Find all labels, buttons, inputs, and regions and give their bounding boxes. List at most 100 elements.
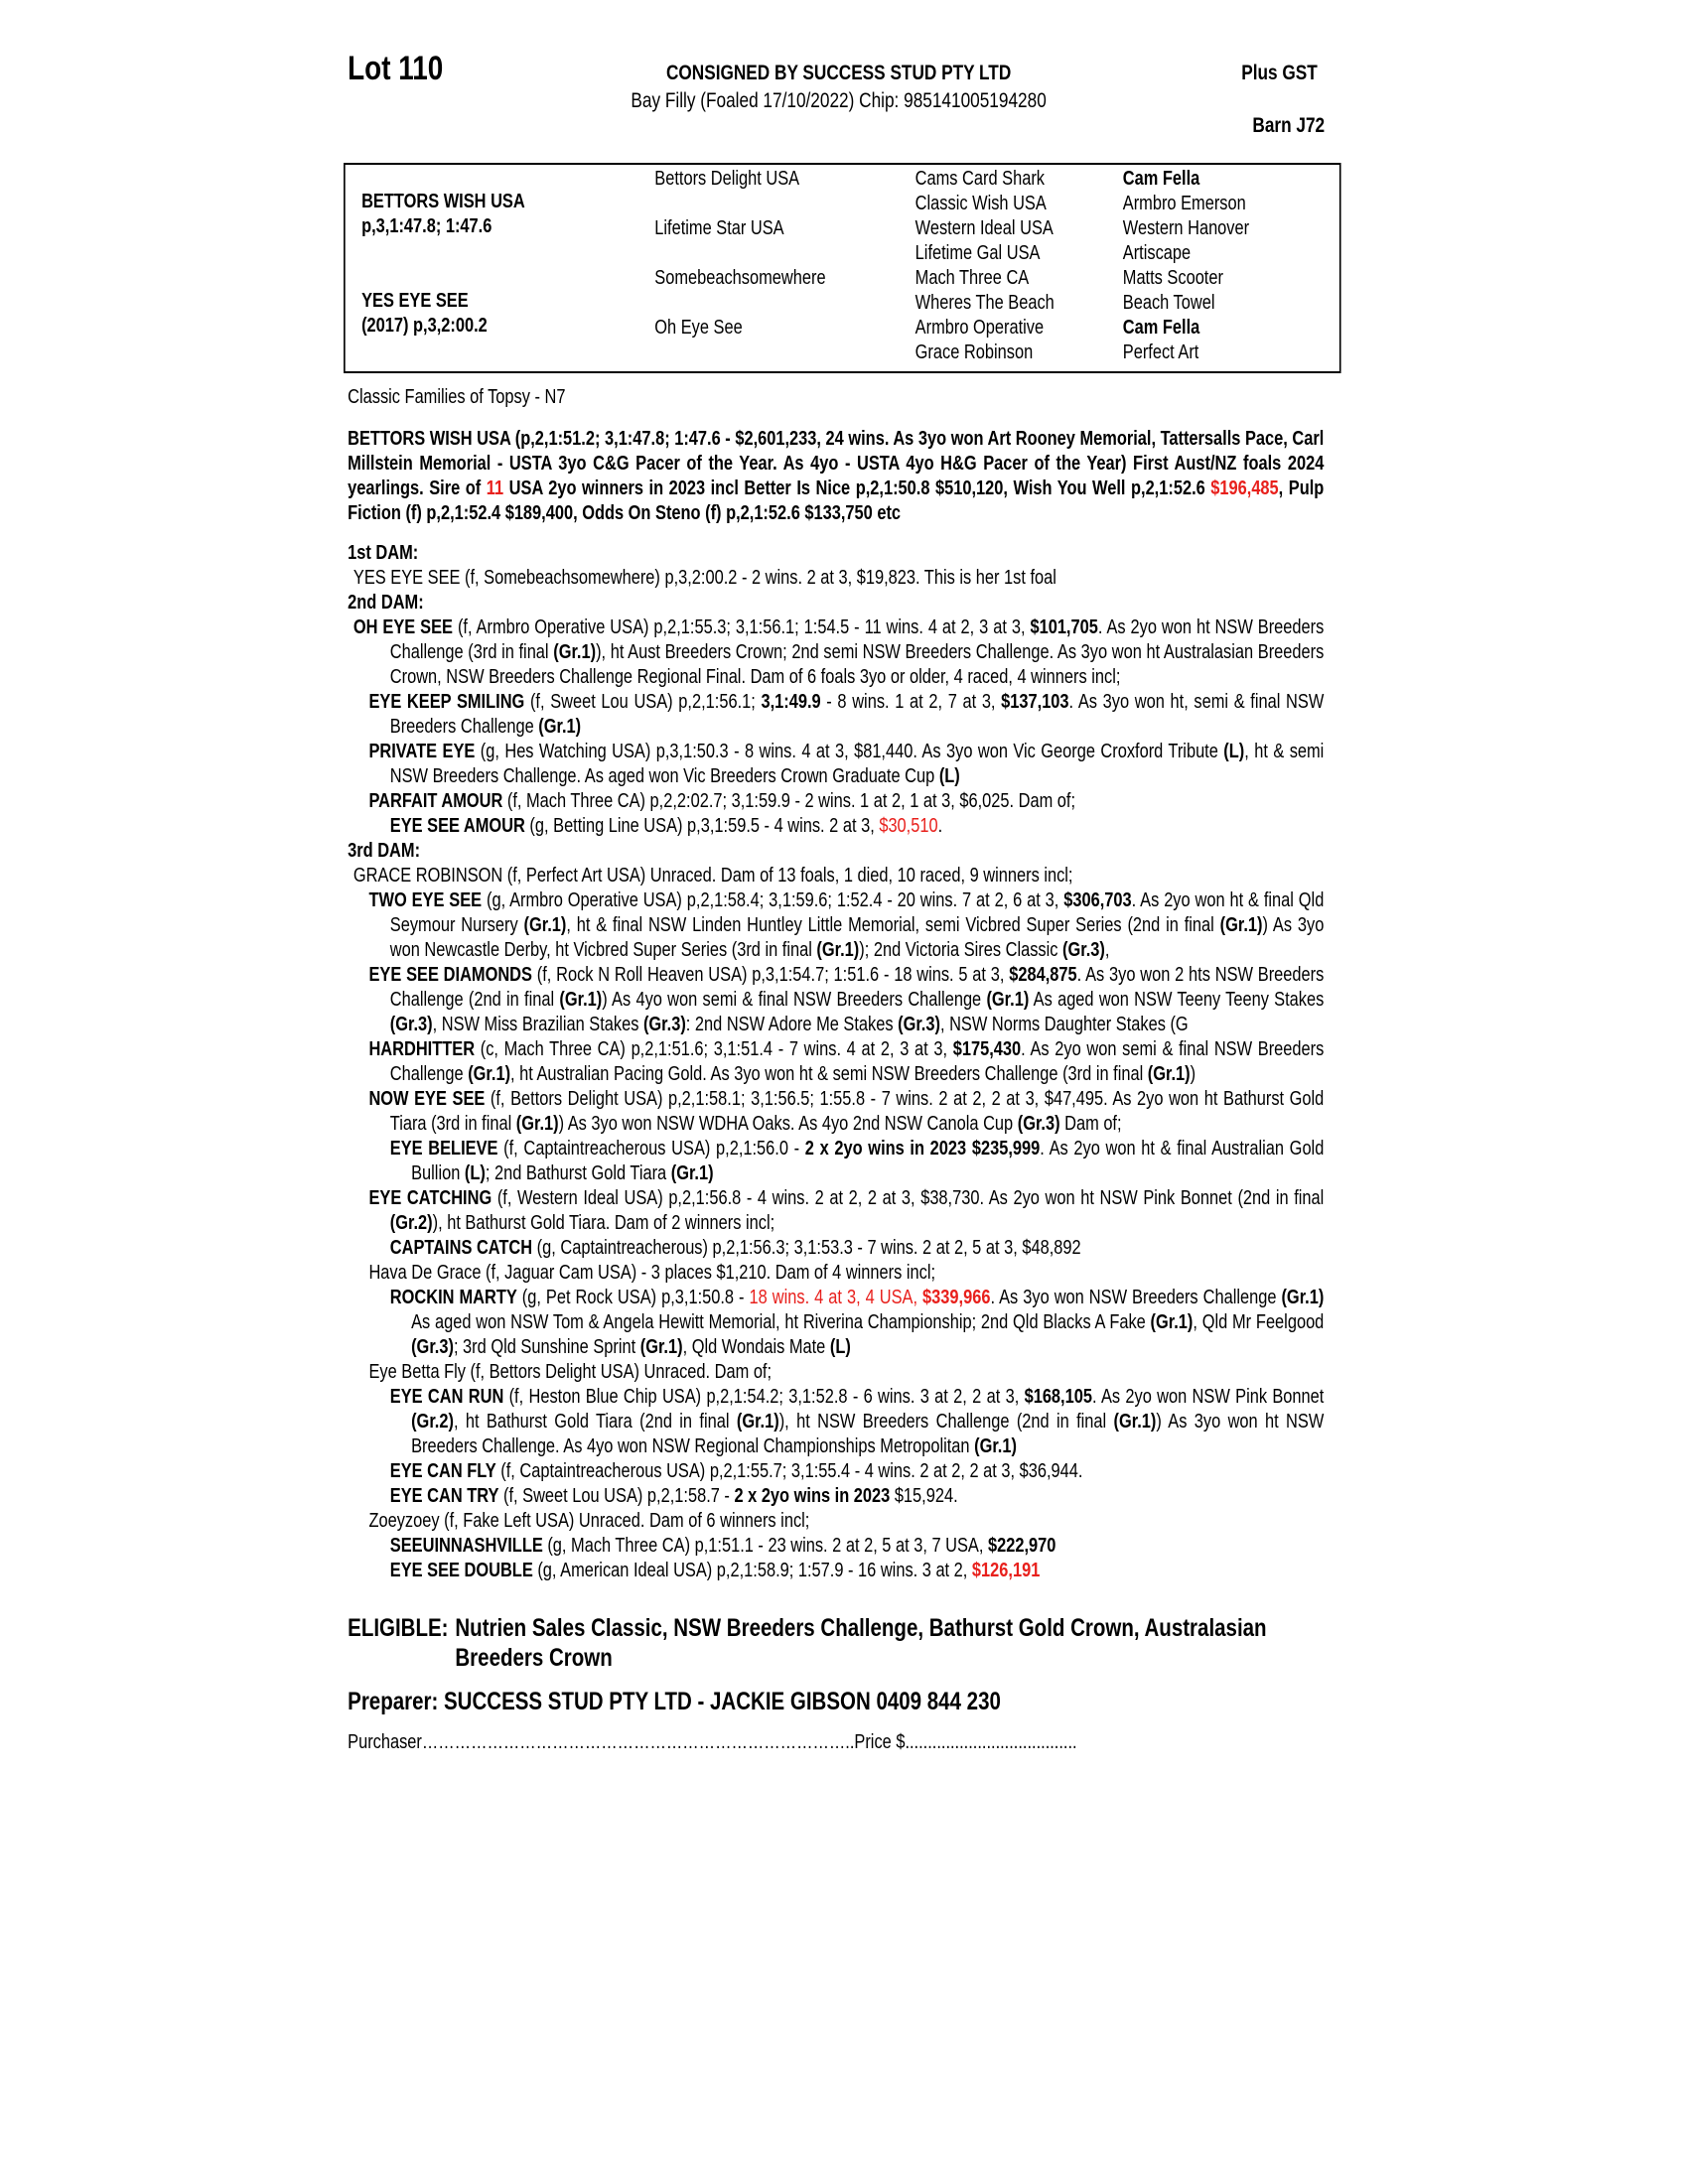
pedigree-gen4-cell: Cam Fella: [1122, 168, 1200, 190]
text-segment: EYE SEE DIAMONDS: [368, 964, 532, 986]
text-segment: (g, American Ideal USA) p,2,1:58.9; 1:57…: [532, 1560, 972, 1581]
text-segment: (f, Heston Blue Chip USA) p,2,1:54.2; 3,…: [503, 1386, 1025, 1408]
dam-entry: EYE BELIEVE (f, Captaintreacherous USA) …: [348, 1137, 1325, 1186]
text-segment: , ht & final NSW Linden Huntley Little M…: [566, 914, 1220, 936]
text-segment: EYE CAN RUN: [389, 1386, 504, 1408]
pedigree-dam-record: (2017) p,3,2:00.2: [361, 315, 488, 337]
pedigree-sire-record: p,3,1:47.8; 1:47.6: [361, 215, 492, 237]
text-segment: (g, Pet Rock USA) p,3,1:50.8 -: [516, 1287, 750, 1308]
text-segment: ), ht NSW Breeders Challenge (2nd in fin…: [778, 1411, 1114, 1433]
text-segment: (Gr.3): [1017, 1113, 1060, 1135]
text-segment: $137,103: [1001, 691, 1069, 713]
pedigree-gen4-cell: Matts Scooter: [1122, 267, 1223, 289]
text-segment: (Gr.1): [639, 1336, 683, 1358]
pedigree-gen3-cell: Grace Robinson: [914, 341, 1034, 363]
text-segment: . As 3yo won NSW Breeders Challenge: [990, 1287, 1282, 1308]
text-segment: , Qld Wondais Mate: [682, 1336, 830, 1358]
lot-number: Lot 110: [348, 50, 444, 87]
text-segment: (Gr.1): [468, 1063, 511, 1085]
pedigree-gen4-cell: Artiscape: [1122, 242, 1192, 264]
pedigree-gen4-cell: Beach Towel: [1122, 292, 1215, 314]
dam-heading: 2nd DAM:: [348, 591, 1324, 615]
text-segment: (Gr.1): [553, 641, 597, 663]
sire-paragraph: BETTORS WISH USA (p,2,1:51.2; 3,1:47.8; …: [348, 427, 1324, 526]
dam-entry: EYE CAN TRY (f, Sweet Lou USA) p,2,1:58.…: [348, 1484, 1324, 1509]
text-segment: , ht Australian Pacing Gold. As 3yo won …: [510, 1063, 1148, 1085]
text-segment: (g, Captaintreacherous) p,2,1:56.3; 3,1:…: [532, 1237, 1081, 1259]
text-segment: . As 2yo won semi & final NSW Breeders C…: [389, 1038, 1325, 1085]
text-segment: ,: [1104, 939, 1110, 961]
text-segment: $306,703: [1063, 889, 1132, 911]
text-segment: (Gr.3): [389, 1014, 433, 1035]
text-segment: , Qld Mr Feelgood: [1193, 1311, 1325, 1333]
dam-heading: 1st DAM:: [348, 541, 1324, 566]
text-segment: SEEUINNASHVILLE: [389, 1535, 543, 1557]
dam-entry: OH EYE SEE (f, Armbro Operative USA) p,2…: [348, 615, 1324, 690]
catalogue-body: Classic Families of Topsy - N7 BETTORS W…: [348, 385, 1324, 1755]
dam-entry: HARDHITTER (c, Mach Three CA) p,2,1:51.6…: [348, 1037, 1324, 1087]
preparer: Preparer: SUCCESS STUD PTY LTD - JACKIE …: [348, 1688, 1001, 1715]
text-segment: EYE BELIEVE: [389, 1138, 498, 1160]
dam-entry: EYE CATCHING (f, Western Ideal USA) p,2,…: [348, 1186, 1324, 1236]
text-segment: 18 wins. 4 at 3, 4 USA,: [749, 1287, 923, 1308]
text-segment: $175,430: [952, 1038, 1022, 1060]
text-segment: 3,1:49.9: [761, 691, 821, 713]
consignor: CONSIGNED BY SUCCESS STUD PTY LTD: [665, 62, 1012, 84]
text-segment: (L): [938, 765, 960, 787]
text-segment: (Gr.1): [1147, 1063, 1191, 1085]
pedigree-gen3-cell: Cams Card Shark: [914, 168, 1046, 190]
text-segment: (Gr.1): [986, 989, 1030, 1011]
barn-location: Barn J72: [1252, 114, 1326, 137]
text-segment: ) As 3yo won NSW WDHA Oaks. As 4yo 2nd N…: [558, 1113, 1018, 1135]
text-segment: ) As 3yo won Newcastle Derby, ht Vicbred…: [389, 914, 1325, 961]
text-segment: ): [1190, 1063, 1196, 1085]
dam-entry: EYE CAN FLY (f, Captaintreacherous USA) …: [348, 1459, 1324, 1484]
text-segment: EYE CATCHING: [368, 1187, 492, 1209]
text-segment: 2 x 2yo wins in 2023: [734, 1485, 891, 1507]
dam-entry: EYE SEE DOUBLE (g, American Ideal USA) p…: [348, 1559, 1324, 1583]
pedigree-gen4-cell: Armbro Emerson: [1122, 193, 1246, 214]
text-segment: , NSW Miss Brazilian Stakes: [432, 1014, 643, 1035]
text-segment: (f, Sweet Lou USA) p,2,1:58.7 -: [498, 1485, 735, 1507]
dam-entry: SEEUINNASHVILLE (g, Mach Three CA) p,1:5…: [348, 1534, 1324, 1559]
text-segment: (Gr.3): [1062, 939, 1105, 961]
purchaser-price-line[interactable]: Purchaser……………………………………………………………………..Pri…: [348, 1731, 1077, 1753]
pedigree-gen4-cell: Cam Fella: [1122, 317, 1200, 339]
text-segment: . As 2yo won ht & final Australian Gold …: [411, 1138, 1325, 1184]
pedigree-gen3-cell: Lifetime Gal USA: [914, 242, 1041, 264]
text-segment: GRACE ROBINSON (f, Perfect Art USA) Unra…: [352, 865, 1073, 887]
text-segment: . As 2yo won ht NSW Breeders Challenge (…: [389, 616, 1325, 663]
dam-entry: EYE SEE AMOUR (g, Betting Line USA) p,3,…: [348, 814, 1324, 839]
text-segment: HARDHITTER: [368, 1038, 476, 1060]
text-segment: ; 2nd Bathurst Gold Tiara: [485, 1162, 671, 1184]
text-segment: $168,105: [1024, 1386, 1092, 1408]
text-segment: . As 3yo won 2 hts NSW Breeders Challeng…: [389, 964, 1325, 1011]
text-segment: As aged won NSW Tom & Angela Hewitt Memo…: [411, 1311, 1151, 1333]
pedigree-dam: YES EYE SEE: [361, 290, 469, 312]
text-segment: $222,970: [987, 1535, 1056, 1557]
text-segment: (Gr.1): [1150, 1311, 1194, 1333]
text-segment: USA 2yo winners in 2023 incl Better Is N…: [503, 478, 1211, 499]
text-segment: (Gr.2): [389, 1212, 433, 1234]
text-segment: 3rd DAM:: [348, 840, 421, 862]
dam-entry: Eye Betta Fly (f, Bettors Delight USA) U…: [348, 1360, 1324, 1385]
eligible-label: ELIGIBLE:: [348, 1614, 449, 1642]
text-segment: YES EYE SEE (f, Somebeachsomewhere) p,3,…: [352, 567, 1056, 589]
text-segment: (Gr.2): [411, 1411, 454, 1433]
pedigree-gen3-cell: Classic Wish USA: [914, 193, 1047, 214]
text-segment: $196,485: [1210, 478, 1279, 499]
dam-entry: YES EYE SEE (f, Somebeachsomewhere) p,3,…: [348, 566, 1324, 591]
text-segment: (g, Armbro Operative USA) p,2,1:58.4; 3,…: [482, 889, 1064, 911]
text-segment: . As 2yo won ht & final Qld Seymour Nurs…: [389, 889, 1325, 936]
text-segment: (g, Hes Watching USA) p,3,1:50.3 - 8 win…: [475, 741, 1224, 762]
horse-description: Bay Filly (Foaled 17/10/2022) Chip: 9851…: [631, 89, 1047, 112]
text-segment: 2 x 2yo wins in 2023 $235,999: [804, 1138, 1041, 1160]
text-segment: Eye Betta Fly (f, Bettors Delight USA) U…: [368, 1361, 773, 1383]
text-segment: ) As 4yo won semi & final NSW Breeders C…: [602, 989, 987, 1011]
text-segment: (Gr.1): [816, 939, 860, 961]
dam-entry: EYE SEE DIAMONDS (f, Rock N Roll Heaven …: [348, 963, 1324, 1037]
pedigree-table: BETTORS WISH USA p,3,1:47.8; 1:47.6 YES …: [344, 163, 1341, 373]
text-segment: (f, Western Ideal USA) p,2,1:56.8 - 4 wi…: [492, 1187, 1325, 1209]
text-segment: (L): [1223, 741, 1245, 762]
